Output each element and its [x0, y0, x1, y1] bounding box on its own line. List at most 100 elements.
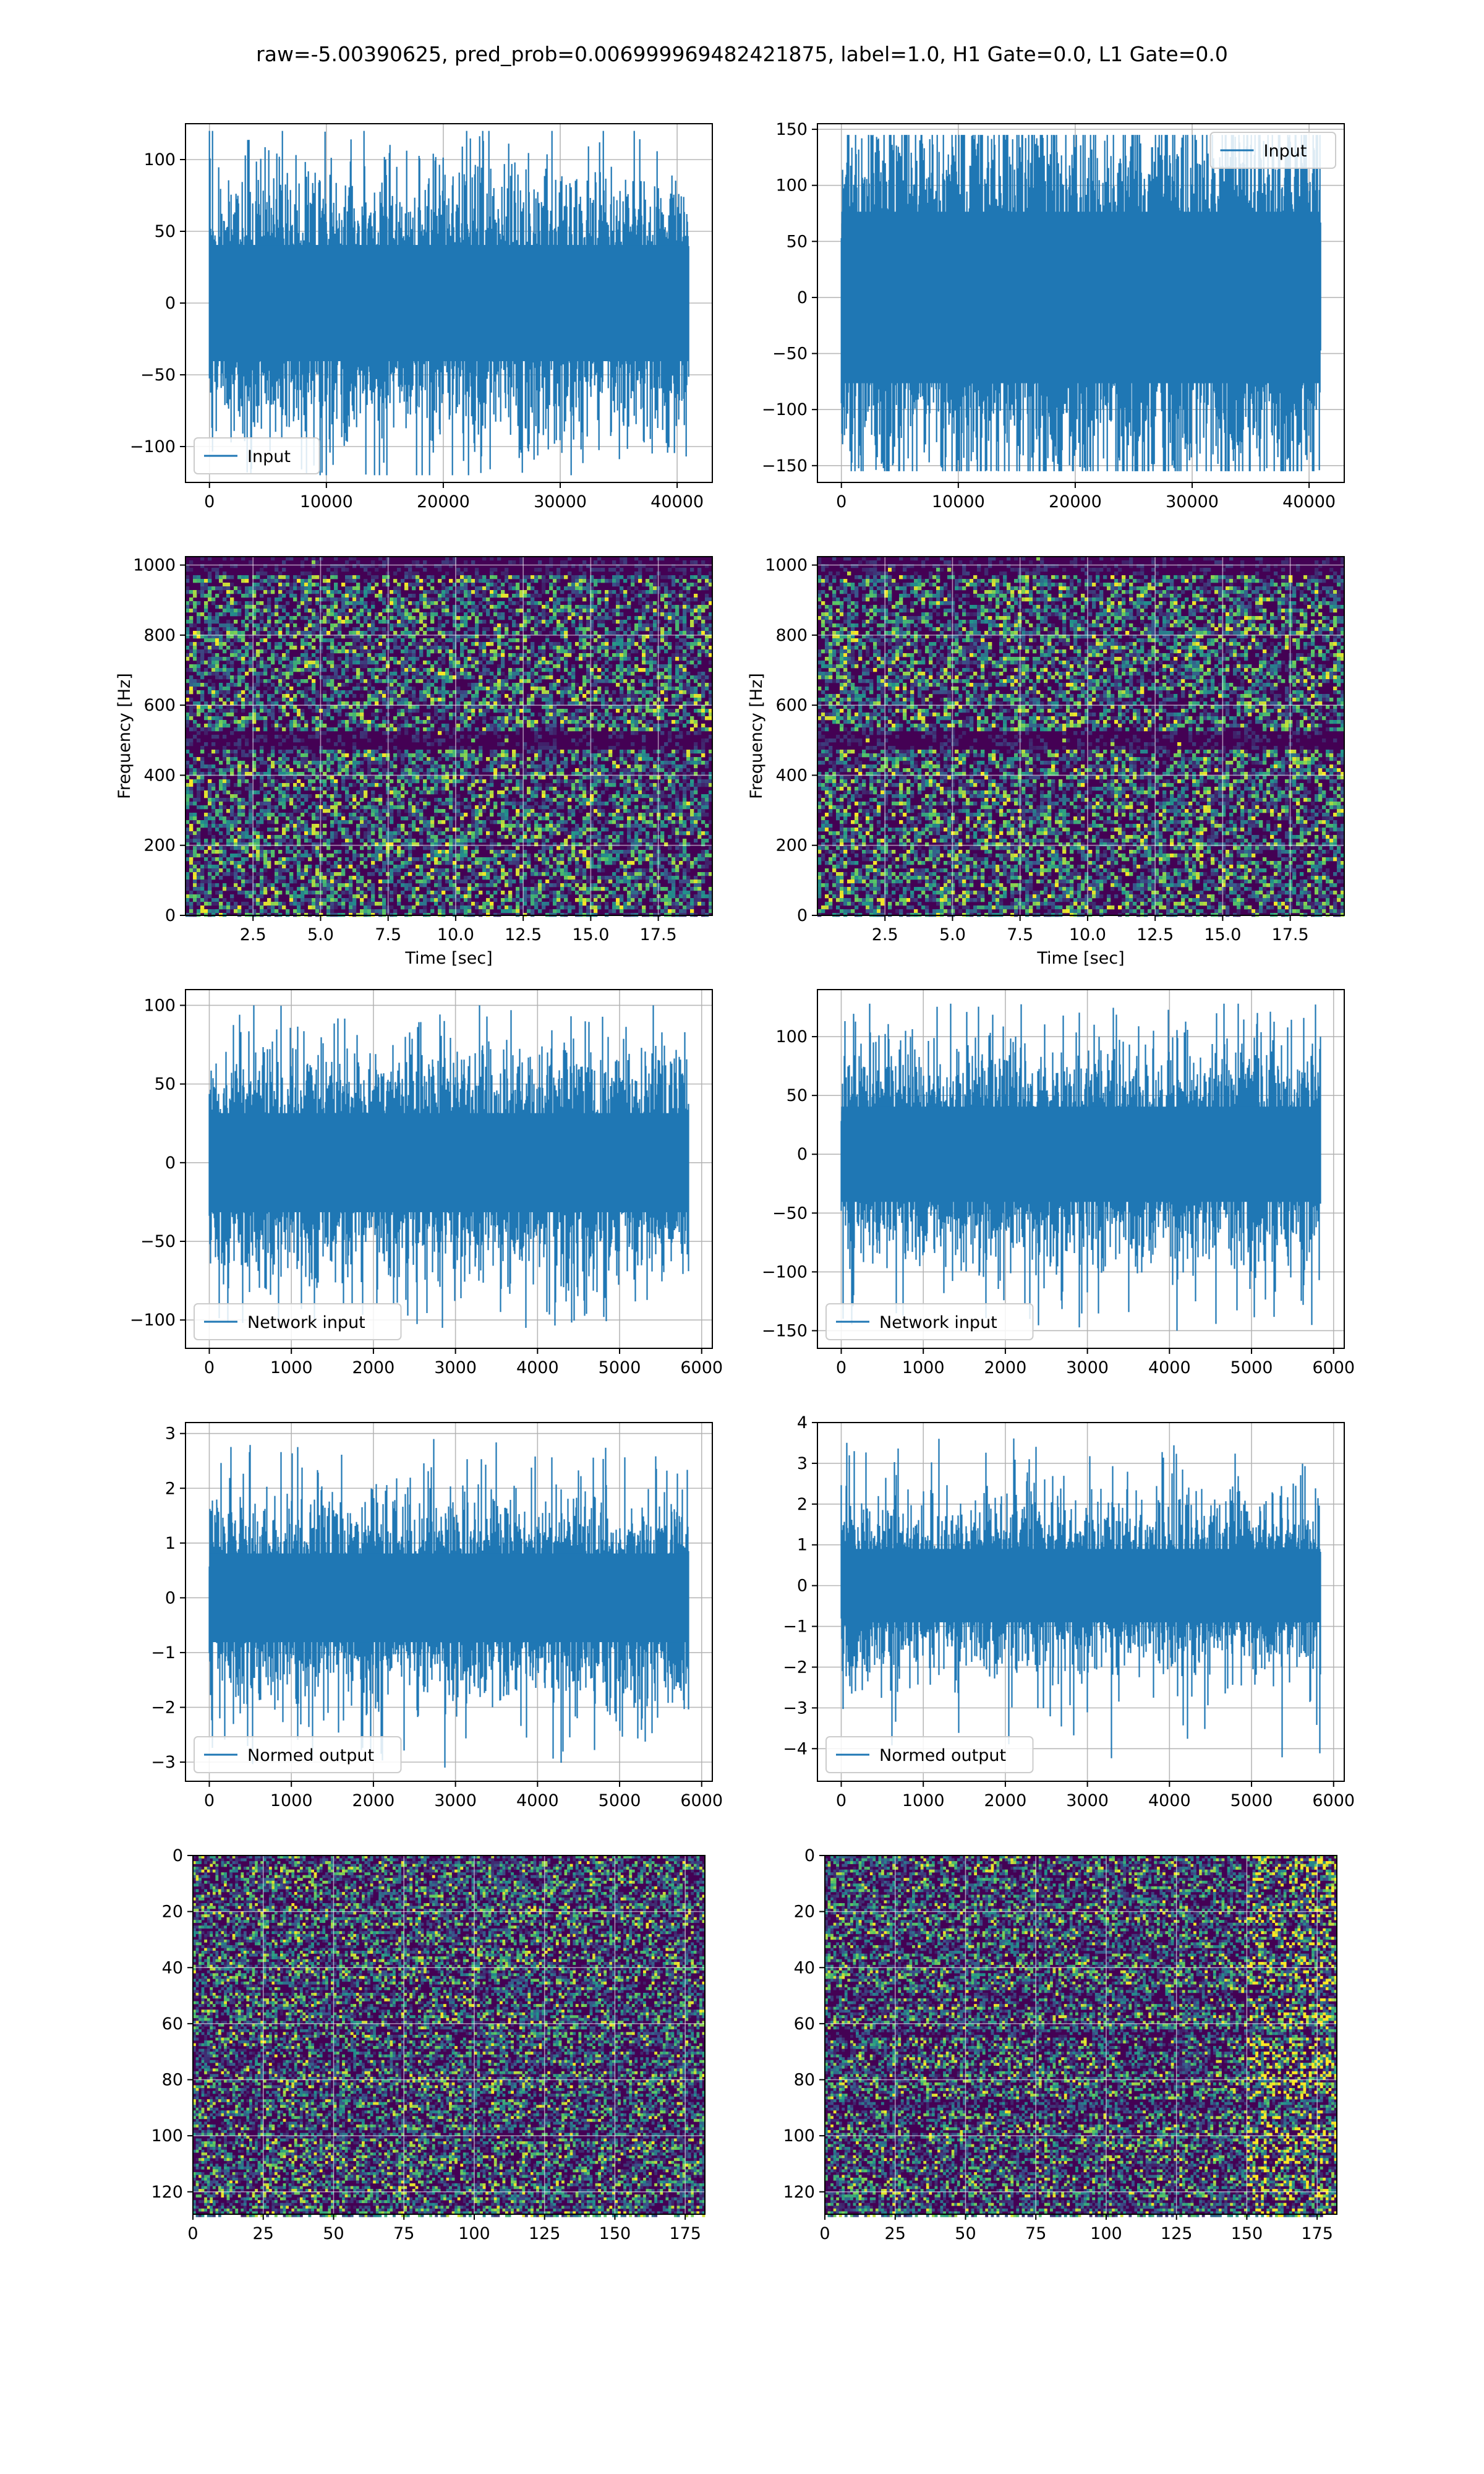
heatmap-cell — [282, 560, 286, 564]
y-tick-label: 0 — [797, 288, 808, 307]
heatmap-cell — [505, 694, 508, 698]
heatmap-cell — [638, 698, 642, 701]
heatmap-cell — [608, 698, 612, 701]
heatmap-cell — [456, 627, 460, 631]
heatmap-cell — [556, 627, 560, 631]
heatmap-cell — [215, 657, 219, 661]
heatmap-cell — [653, 579, 657, 583]
heatmap-cell — [527, 657, 531, 661]
heatmap-cell — [371, 642, 375, 646]
heatmap-cell — [345, 620, 349, 623]
heatmap-cell — [686, 679, 690, 683]
heatmap-cell — [694, 616, 697, 620]
heatmap-cell — [237, 668, 241, 672]
heatmap-cell — [638, 709, 642, 713]
heatmap-cell — [230, 661, 234, 664]
heatmap-cell — [634, 690, 638, 694]
heatmap-cell — [441, 653, 445, 657]
heatmap-cell — [556, 579, 560, 583]
heatmap-cell — [226, 609, 230, 612]
heatmap-cell — [427, 590, 430, 594]
heatmap-cell — [293, 583, 297, 586]
heatmap-cell — [438, 594, 441, 597]
heatmap-cell — [482, 672, 486, 675]
heatmap-cell — [223, 597, 226, 601]
heatmap-cell — [223, 713, 226, 716]
heatmap-cell — [642, 716, 646, 720]
heatmap-cell — [634, 616, 638, 620]
heatmap-cell — [356, 612, 360, 616]
heatmap-cell — [638, 638, 642, 642]
heatmap-cell — [256, 675, 260, 679]
heatmap-cell — [531, 586, 534, 590]
heatmap-cell — [423, 687, 427, 690]
heatmap-cell — [401, 609, 404, 612]
heatmap-cell — [531, 605, 534, 609]
heatmap-cell — [594, 631, 597, 635]
heatmap-cell — [642, 724, 646, 727]
heatmap-cell — [612, 675, 616, 679]
heatmap-cell — [256, 623, 260, 627]
heatmap-cell — [412, 571, 416, 575]
heatmap-cell — [293, 623, 297, 627]
heatmap-cell — [508, 586, 512, 590]
heatmap-cell — [601, 701, 605, 705]
heatmap-cell — [278, 683, 282, 687]
heatmap-cell — [375, 568, 378, 571]
heatmap-cell — [356, 627, 360, 631]
heatmap-cell — [467, 597, 471, 601]
x-tick-label: 20000 — [1049, 492, 1102, 511]
heatmap-cell — [401, 683, 404, 687]
heatmap-cell — [664, 642, 668, 646]
heatmap-cell — [586, 627, 590, 631]
heatmap-cell — [419, 672, 423, 675]
heatmap-cell — [646, 690, 649, 694]
heatmap-cell — [189, 727, 193, 731]
heatmap-cell — [512, 694, 516, 698]
heatmap-cell — [560, 724, 564, 727]
heatmap-cell — [263, 716, 267, 720]
heatmap-cell — [286, 664, 289, 668]
heatmap-cell — [545, 661, 549, 664]
heatmap-cell — [256, 627, 260, 631]
heatmap-cell — [634, 579, 638, 583]
heatmap-cell — [226, 675, 230, 679]
heatmap-cell — [393, 661, 397, 664]
heatmap-cell — [278, 698, 282, 701]
heatmap-cell — [326, 605, 330, 609]
heatmap-cell — [612, 638, 616, 642]
heatmap-cell — [649, 575, 653, 579]
heatmap-cell — [341, 646, 345, 649]
heatmap-cell — [260, 594, 263, 597]
heatmap-cell — [568, 713, 571, 716]
heatmap-cell — [334, 597, 338, 601]
heatmap-cell — [560, 597, 564, 601]
heatmap-cell — [672, 720, 675, 724]
heatmap-cell — [301, 586, 304, 590]
heatmap-cell — [464, 646, 467, 649]
heatmap-cell — [286, 713, 289, 716]
heatmap-cell — [364, 646, 367, 649]
heatmap-cell — [204, 586, 208, 590]
heatmap-cell — [304, 631, 308, 635]
heatmap-cell — [237, 698, 241, 701]
heatmap-cell — [211, 638, 215, 642]
heatmap-cell — [508, 668, 512, 672]
heatmap-cell — [694, 687, 697, 690]
heatmap-cell — [304, 657, 308, 661]
heatmap-cell — [449, 716, 453, 720]
heatmap-cell — [556, 657, 560, 661]
heatmap-cell — [208, 579, 211, 583]
heatmap-cell — [456, 605, 460, 609]
heatmap-cell — [323, 698, 326, 701]
heatmap-cell — [267, 694, 271, 698]
heatmap-cell — [545, 720, 549, 724]
heatmap-cell — [505, 575, 508, 579]
heatmap-cell — [352, 638, 356, 642]
heatmap-cell — [646, 661, 649, 664]
heatmap-cell — [404, 631, 408, 635]
heatmap-cell — [556, 661, 560, 664]
heatmap-cell — [464, 690, 467, 694]
heatmap-cell — [608, 679, 612, 683]
heatmap-cell — [631, 698, 634, 701]
